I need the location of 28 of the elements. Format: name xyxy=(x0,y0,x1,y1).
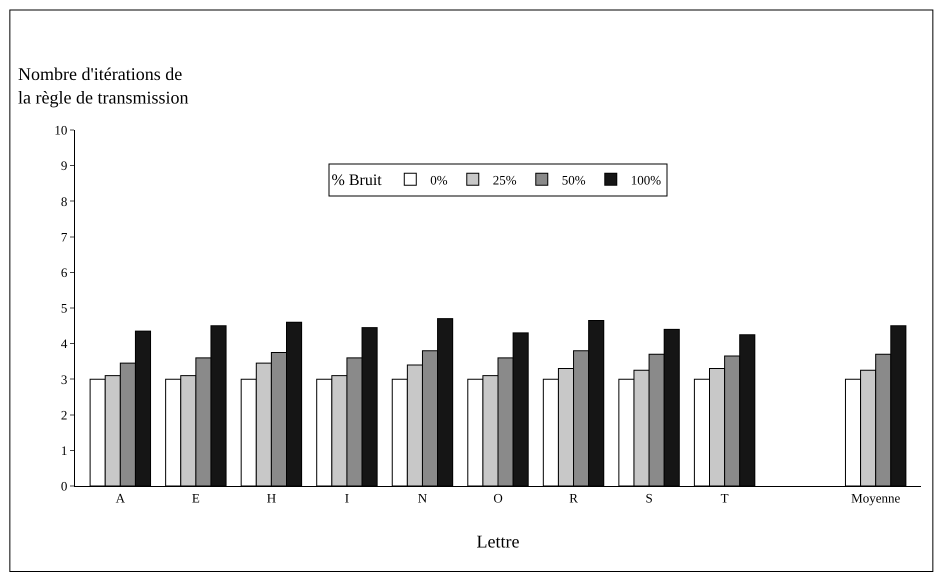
y-tick-label: 9 xyxy=(60,158,68,174)
y-tick-label: 8 xyxy=(60,194,68,209)
y-tick-label: 2 xyxy=(60,407,68,422)
y-tick-label: 4 xyxy=(60,336,68,352)
x-tick-label: A xyxy=(116,490,126,506)
y-axis-title: Nombre d'itérations de la règle de transmission xyxy=(18,64,188,108)
x-tick-label: I xyxy=(344,490,350,506)
y-tick-label: 0 xyxy=(60,478,68,494)
y-tick-label: 5 xyxy=(60,300,68,316)
x-tick-label: S xyxy=(645,490,653,506)
y-tick-label: 7 xyxy=(60,229,68,244)
x-tick-label: E xyxy=(192,490,200,506)
x-tick-label: Moyenne xyxy=(851,490,900,506)
x-tick-label: N xyxy=(418,490,428,506)
y-tick-label: 3 xyxy=(60,372,68,387)
x-tick-label: R xyxy=(569,490,578,506)
x-tick-label: O xyxy=(493,490,503,506)
x-tick-label: H xyxy=(266,490,276,506)
legend-label: 25% xyxy=(492,172,517,188)
y-tick-label: 1 xyxy=(60,442,68,458)
legend-label: 50% xyxy=(562,172,586,188)
y-tick-label: 10 xyxy=(54,122,68,138)
legend-label: 100% xyxy=(630,172,662,188)
y-tick-label: 6 xyxy=(60,264,68,280)
legend-title: % Bruit xyxy=(332,172,382,190)
x-tick-label: T xyxy=(720,490,729,506)
x-axis-title: Lettre xyxy=(476,532,520,552)
legend-label: 0% xyxy=(430,172,448,188)
